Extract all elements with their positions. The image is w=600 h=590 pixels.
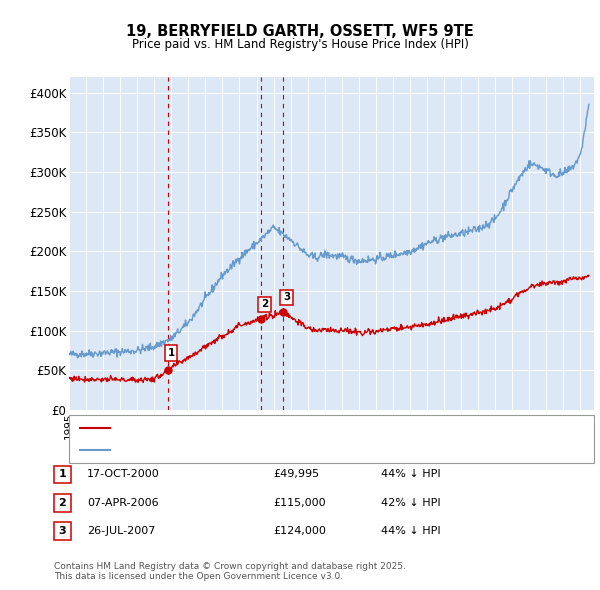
Text: 1: 1 <box>59 470 66 479</box>
Text: HPI: Average price, detached house, Wakefield: HPI: Average price, detached house, Wake… <box>114 445 358 455</box>
Text: 3: 3 <box>283 293 290 302</box>
Text: 44% ↓ HPI: 44% ↓ HPI <box>381 526 440 536</box>
Text: 17-OCT-2000: 17-OCT-2000 <box>87 470 160 479</box>
Text: 07-APR-2006: 07-APR-2006 <box>87 498 158 507</box>
Text: £49,995: £49,995 <box>273 470 319 479</box>
Text: 26-JUL-2007: 26-JUL-2007 <box>87 526 155 536</box>
Text: Price paid vs. HM Land Registry's House Price Index (HPI): Price paid vs. HM Land Registry's House … <box>131 38 469 51</box>
Text: 19, BERRYFIELD GARTH, OSSETT, WF5 9TE: 19, BERRYFIELD GARTH, OSSETT, WF5 9TE <box>126 24 474 39</box>
Text: 3: 3 <box>59 526 66 536</box>
Text: £115,000: £115,000 <box>273 498 326 507</box>
Text: 42% ↓ HPI: 42% ↓ HPI <box>381 498 440 507</box>
Text: 44% ↓ HPI: 44% ↓ HPI <box>381 470 440 479</box>
Text: 19, BERRYFIELD GARTH, OSSETT, WF5 9TE (detached house): 19, BERRYFIELD GARTH, OSSETT, WF5 9TE (d… <box>114 423 429 433</box>
Text: 2: 2 <box>261 300 268 310</box>
Text: 2: 2 <box>59 498 66 507</box>
Text: Contains HM Land Registry data © Crown copyright and database right 2025.
This d: Contains HM Land Registry data © Crown c… <box>54 562 406 581</box>
Text: £124,000: £124,000 <box>273 526 326 536</box>
Text: 1: 1 <box>167 348 175 358</box>
